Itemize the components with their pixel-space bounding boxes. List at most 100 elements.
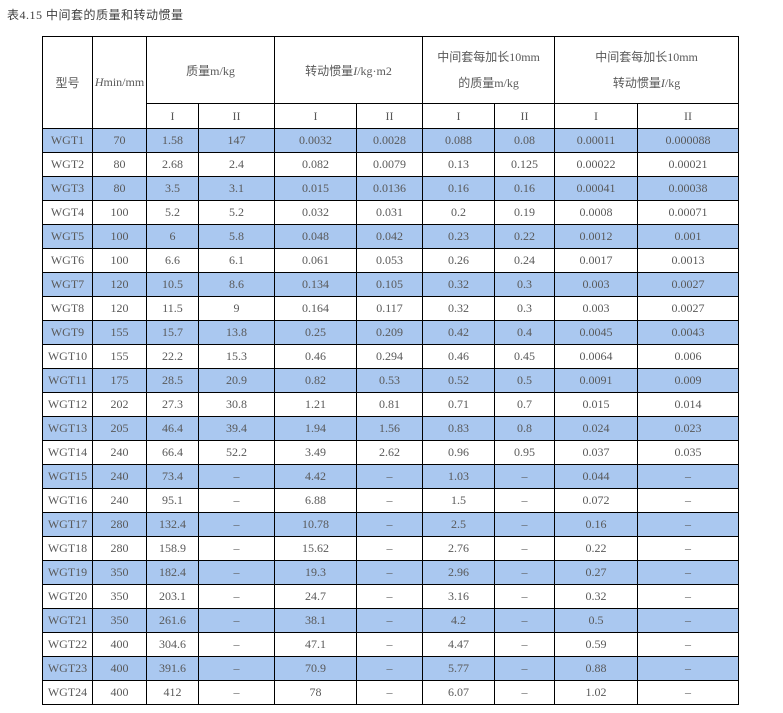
value-cell: 1.94 [274, 416, 358, 441]
table-row: WGT11 175 28.5 20.9 0.82 0.53 0.52 0.5 0.0091 0.0… [42, 368, 740, 393]
value-cell: 261.6 [146, 608, 199, 633]
value-cell: – [197, 632, 276, 657]
value-cell: 10.78 [274, 512, 358, 537]
value-cell: 0.08 [494, 128, 556, 153]
model-cell: WGT11 [42, 368, 93, 393]
value-cell: 39.4 [197, 416, 276, 441]
value-cell: 0.26 [422, 248, 496, 273]
value-cell: – [494, 584, 556, 609]
value-cell: 2.68 [146, 152, 199, 177]
value-cell: 0.88 [554, 656, 639, 681]
value-cell: 400 [92, 680, 147, 705]
value-cell: 2.4 [197, 152, 276, 177]
value-cell: 0.031 [356, 200, 424, 225]
value-cell: 0.0017 [554, 248, 639, 273]
subheader-ext-mass-2: II [494, 103, 556, 129]
value-cell: 1.03 [422, 464, 496, 489]
model-cell: WGT8 [42, 296, 93, 321]
table-row: WGT7 120 10.5 8.6 0.134 0.105 0.32 0.3 0.003 0.00… [42, 272, 740, 297]
table-row: WGT6 100 6.6 6.1 0.061 0.053 0.26 0.24 0.0017 0.0… [42, 248, 740, 273]
value-cell: 155 [92, 320, 147, 345]
value-cell: 2.62 [356, 440, 424, 465]
value-cell: 0.3 [494, 296, 556, 321]
value-cell: 0.0091 [554, 368, 639, 393]
value-cell: – [637, 488, 740, 513]
value-cell: 0.5 [554, 608, 639, 633]
value-cell: 1.58 [146, 128, 199, 153]
value-cell: 0.24 [494, 248, 556, 273]
value-cell: 1.56 [356, 416, 424, 441]
model-cell: WGT23 [42, 656, 93, 681]
ext-inertia-line2: 转动惯量I/kg [556, 70, 738, 96]
value-cell: 100 [92, 248, 147, 273]
value-cell: 27.3 [146, 392, 199, 417]
value-cell: – [197, 536, 276, 561]
value-cell: 400 [92, 632, 147, 657]
header-sub-row: I II I II I II I II [43, 103, 740, 129]
value-cell: 6 [146, 224, 199, 249]
model-cell: WGT4 [42, 200, 93, 225]
value-cell: 20.9 [197, 368, 276, 393]
value-cell: 0.95 [494, 440, 556, 465]
ext-inertia-label: 转动惯量 [612, 76, 661, 90]
header-model: 型号 [42, 36, 93, 129]
table-row: WGT22 400 304.6–47.1–4.47–0.59– [42, 632, 740, 657]
table-row: WGT15 240 73.4–4.42–1.03–0.044– [42, 464, 740, 489]
value-cell: 11.5 [146, 296, 199, 321]
value-cell: 5.2 [146, 200, 199, 225]
value-cell: – [356, 632, 424, 657]
value-cell: 350 [92, 608, 147, 633]
value-cell: 0.015 [274, 176, 358, 201]
value-cell: – [356, 680, 424, 705]
value-cell: – [637, 632, 740, 657]
value-cell: 1.21 [274, 392, 358, 417]
table-row: WGT13 205 46.4 39.4 1.94 1.56 0.83 0.8 0.024 0.02… [42, 416, 740, 441]
value-cell: 240 [92, 488, 147, 513]
value-cell: 47.1 [274, 632, 358, 657]
value-cell: 0.27 [554, 560, 639, 585]
value-cell: 120 [92, 296, 147, 321]
table-row: WGT10 155 22.2 15.3 0.46 0.294 0.46 0.45 0.0064 0… [42, 344, 740, 369]
model-cell: WGT3 [42, 176, 93, 201]
model-cell: WGT20 [42, 584, 93, 609]
model-cell: WGT6 [42, 248, 93, 273]
value-cell: – [356, 536, 424, 561]
page-title: 表4.15 中间套的质量和转动惯量 [7, 8, 184, 22]
value-cell: 0.00071 [637, 200, 740, 225]
value-cell: 2.96 [422, 560, 496, 585]
table-row: WGT9 155 15.7 13.8 0.25 0.209 0.42 0.4 0.0045 0.0… [42, 320, 740, 345]
header-hmin: Hmin/mm [92, 36, 147, 129]
value-cell: 0.00011 [554, 128, 639, 153]
value-cell: – [356, 560, 424, 585]
value-cell: 4.2 [422, 608, 496, 633]
subheader-ext-inertia-2: II [637, 103, 740, 129]
value-cell: 203.1 [146, 584, 199, 609]
value-cell: – [637, 680, 740, 705]
subheader-inertia-1: I [274, 103, 358, 129]
value-cell: 0.5 [494, 368, 556, 393]
value-cell: 38.1 [274, 608, 358, 633]
table-row: WGT1 70 1.58 147 0.0032 0.0028 0.088 0.08 0.0001… [42, 128, 740, 153]
value-cell: – [356, 464, 424, 489]
table-row: WGT16 240 95.1–6.88–1.5–0.072– [42, 488, 740, 513]
value-cell: 6.1 [197, 248, 276, 273]
value-cell: – [197, 656, 276, 681]
value-cell: 0.59 [554, 632, 639, 657]
value-cell: 0.042 [356, 224, 424, 249]
value-cell: 0.032 [274, 200, 358, 225]
value-cell: 6.88 [274, 488, 358, 513]
header-inertia-group: 转动惯量I/kg·m2 [274, 36, 424, 104]
model-cell: WGT22 [42, 632, 93, 657]
value-cell: – [356, 584, 424, 609]
value-cell: 22.2 [146, 344, 199, 369]
value-cell: – [494, 656, 556, 681]
value-cell: 0.024 [554, 416, 639, 441]
value-cell: – [494, 512, 556, 537]
value-cell: 3.1 [197, 176, 276, 201]
value-cell: 0.46 [422, 344, 496, 369]
value-cell: 3.49 [274, 440, 358, 465]
model-cell: WGT13 [42, 416, 93, 441]
table-row: WGT8 120 11.5 9 0.164 0.117 0.32 0.3 0.003 0.0027 [42, 296, 740, 321]
value-cell: 28.5 [146, 368, 199, 393]
value-cell: 155 [92, 344, 147, 369]
